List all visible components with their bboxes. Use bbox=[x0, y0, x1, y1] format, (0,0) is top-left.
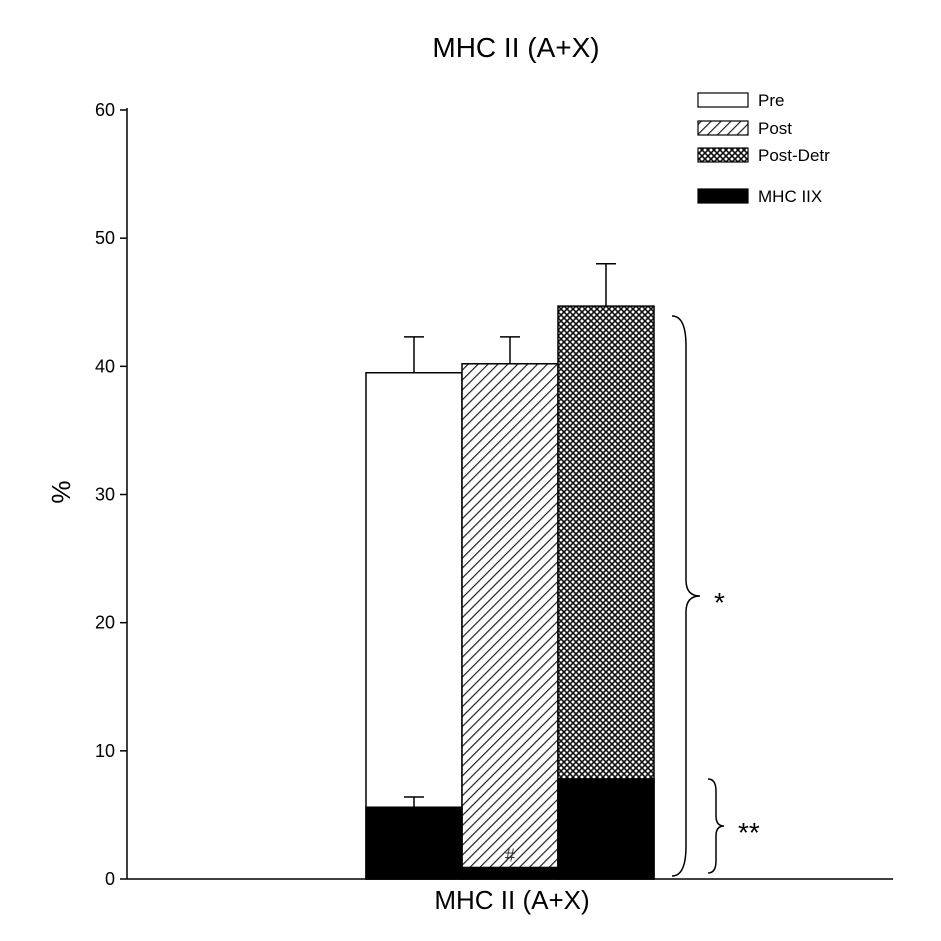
bar-mhc-iix-1 bbox=[365, 806, 463, 880]
y-tick-label: 30 bbox=[95, 485, 115, 505]
chart-title: MHC II (A+X) bbox=[432, 32, 599, 63]
hash-mark-post-iix: # bbox=[505, 845, 515, 865]
error-bars-group bbox=[404, 263, 616, 808]
y-tick-label: 60 bbox=[95, 100, 115, 120]
y-axis-label: % bbox=[46, 480, 76, 503]
y-tick-label: 20 bbox=[95, 613, 115, 633]
legend-label-1: Pre bbox=[758, 91, 784, 110]
brace-total bbox=[671, 315, 701, 877]
bars-group bbox=[365, 305, 655, 880]
y-tick-label: 0 bbox=[105, 869, 115, 889]
legend-swatch-4 bbox=[697, 188, 749, 204]
bar-mhc-iix-2 bbox=[461, 866, 559, 880]
bar-mhc-iix-3 bbox=[557, 778, 655, 880]
y-tick-label: 10 bbox=[95, 741, 115, 761]
legend: Pre Post Post-Detr MHC IIX bbox=[697, 91, 830, 206]
legend-swatch-3 bbox=[697, 147, 749, 163]
y-tick-label: 40 bbox=[95, 356, 115, 376]
legend-label-3: Post-Detr bbox=[758, 146, 830, 165]
legend-swatch-2 bbox=[697, 120, 749, 136]
bar-post bbox=[461, 363, 559, 880]
axes: 0 10 20 30 40 50 60 bbox=[95, 100, 893, 889]
y-tick-label: 50 bbox=[95, 228, 115, 248]
legend-swatch-1 bbox=[697, 92, 749, 108]
brace-mhc-iix bbox=[707, 778, 725, 874]
significance-mark-total: * bbox=[714, 587, 725, 618]
x-category-label: MHC II (A+X) bbox=[434, 885, 589, 915]
legend-label-2: Post bbox=[758, 119, 792, 138]
significance-mark-mhc-iix: ** bbox=[738, 817, 760, 848]
annotations: ***# bbox=[505, 315, 760, 877]
legend-label-4: MHC IIX bbox=[758, 187, 822, 206]
